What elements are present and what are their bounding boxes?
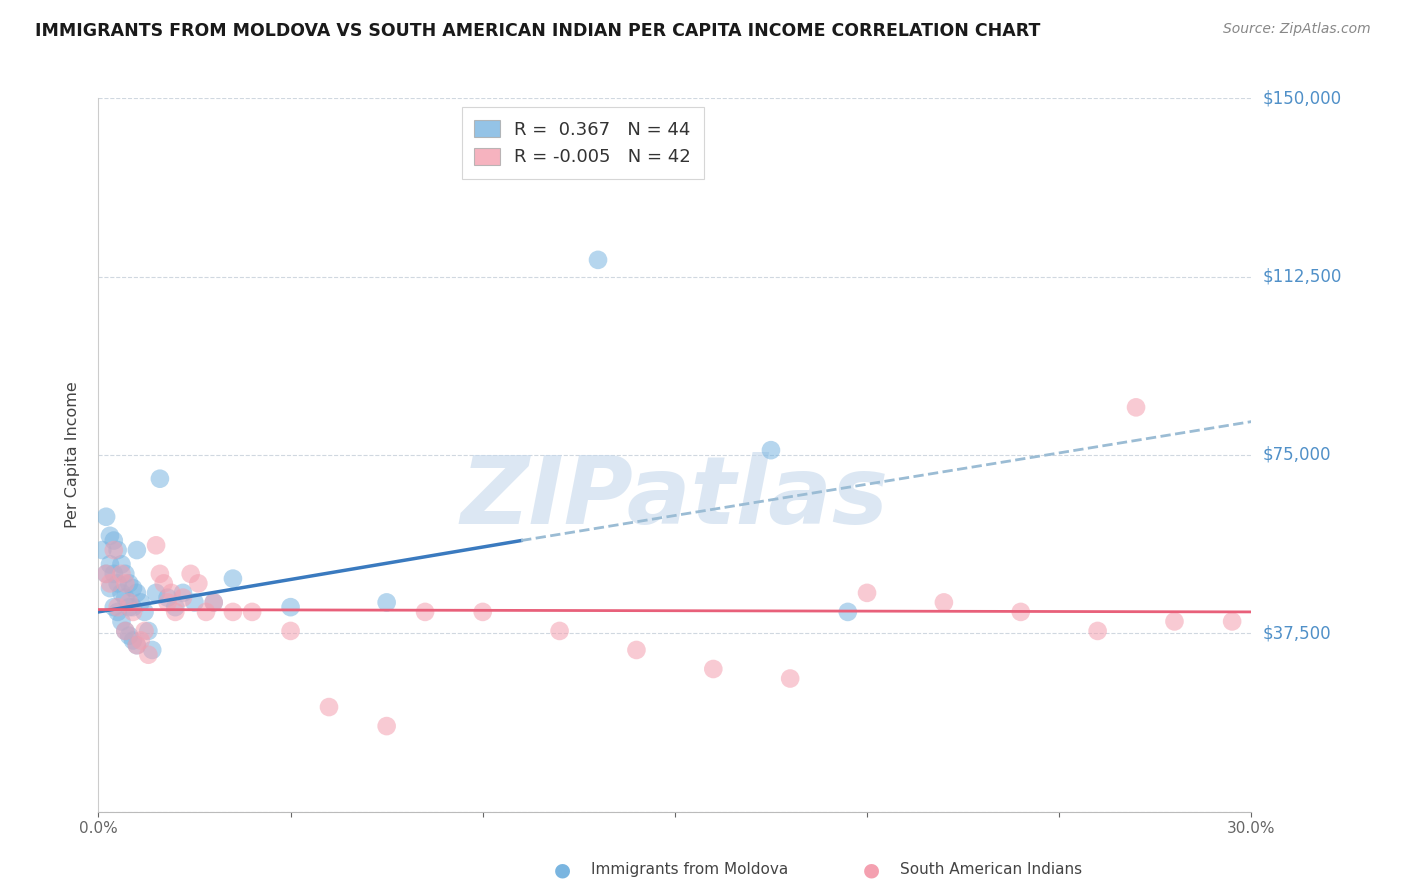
Point bbox=[129, 633, 152, 648]
Point bbox=[110, 586, 132, 600]
Point bbox=[1010, 605, 1032, 619]
Point bbox=[107, 605, 129, 619]
Point bbox=[1125, 401, 1147, 415]
Point bbox=[138, 648, 160, 662]
Point bbox=[114, 566, 136, 581]
Point bbox=[202, 595, 225, 609]
Point bbox=[107, 600, 129, 615]
Point bbox=[172, 591, 194, 605]
Point bbox=[114, 624, 136, 638]
Point bbox=[145, 538, 167, 552]
Point bbox=[1163, 615, 1185, 629]
Point bbox=[122, 581, 145, 595]
Point bbox=[118, 600, 141, 615]
Point bbox=[222, 572, 245, 586]
Point bbox=[125, 638, 148, 652]
Point bbox=[280, 600, 302, 615]
Point bbox=[156, 591, 179, 605]
Point bbox=[98, 581, 121, 595]
Point bbox=[152, 576, 174, 591]
Point bbox=[165, 605, 187, 619]
Point bbox=[702, 662, 724, 676]
Point bbox=[856, 586, 879, 600]
Point bbox=[180, 566, 202, 581]
Point bbox=[586, 252, 609, 267]
Point bbox=[114, 591, 136, 605]
Point bbox=[103, 543, 125, 558]
Point bbox=[779, 672, 801, 686]
Point bbox=[122, 633, 145, 648]
Point bbox=[318, 700, 340, 714]
Point bbox=[160, 586, 183, 600]
Point bbox=[110, 566, 132, 581]
Text: ●: ● bbox=[863, 860, 880, 880]
Point bbox=[195, 605, 218, 619]
Point bbox=[172, 586, 194, 600]
Point bbox=[94, 566, 117, 581]
Point bbox=[471, 605, 494, 619]
Point bbox=[110, 615, 132, 629]
Point bbox=[98, 576, 121, 591]
Text: $75,000: $75,000 bbox=[1263, 446, 1331, 464]
Text: $150,000: $150,000 bbox=[1263, 89, 1341, 107]
Point bbox=[145, 586, 167, 600]
Point bbox=[103, 533, 125, 548]
Point bbox=[548, 624, 571, 638]
Point bbox=[94, 566, 117, 581]
Text: Source: ZipAtlas.com: Source: ZipAtlas.com bbox=[1223, 22, 1371, 37]
Point bbox=[149, 566, 172, 581]
Point bbox=[114, 624, 136, 638]
Point bbox=[122, 605, 145, 619]
Point bbox=[125, 586, 148, 600]
Point bbox=[149, 472, 172, 486]
Point bbox=[103, 566, 125, 581]
Point bbox=[125, 638, 148, 652]
Point bbox=[98, 529, 121, 543]
Text: ●: ● bbox=[554, 860, 571, 880]
Point bbox=[156, 595, 179, 609]
Point bbox=[187, 576, 209, 591]
Point bbox=[202, 595, 225, 609]
Point bbox=[98, 558, 121, 572]
Point bbox=[103, 600, 125, 615]
Point bbox=[1220, 615, 1243, 629]
Text: $37,500: $37,500 bbox=[1263, 624, 1331, 642]
Point bbox=[118, 595, 141, 609]
Point bbox=[125, 543, 148, 558]
Point bbox=[222, 605, 245, 619]
Point bbox=[165, 600, 187, 615]
Point bbox=[134, 624, 156, 638]
Point bbox=[134, 605, 156, 619]
Point bbox=[129, 595, 152, 609]
Point bbox=[280, 624, 302, 638]
Point bbox=[626, 643, 648, 657]
Point bbox=[110, 558, 132, 572]
Point bbox=[1087, 624, 1109, 638]
Point bbox=[118, 576, 141, 591]
Point bbox=[375, 719, 398, 733]
Point bbox=[94, 509, 117, 524]
Text: South American Indians: South American Indians bbox=[900, 863, 1083, 877]
Point bbox=[932, 595, 955, 609]
Point bbox=[240, 605, 263, 619]
Y-axis label: Per Capita Income: Per Capita Income bbox=[65, 382, 80, 528]
Point bbox=[138, 624, 160, 638]
Text: ZIPatlas: ZIPatlas bbox=[461, 451, 889, 544]
Point bbox=[107, 576, 129, 591]
Point bbox=[183, 595, 205, 609]
Text: Immigrants from Moldova: Immigrants from Moldova bbox=[591, 863, 787, 877]
Text: IMMIGRANTS FROM MOLDOVA VS SOUTH AMERICAN INDIAN PER CAPITA INCOME CORRELATION C: IMMIGRANTS FROM MOLDOVA VS SOUTH AMERICA… bbox=[35, 22, 1040, 40]
Point bbox=[141, 643, 163, 657]
Legend: R =  0.367   N = 44, R = -0.005   N = 42: R = 0.367 N = 44, R = -0.005 N = 42 bbox=[461, 107, 703, 179]
Point bbox=[91, 543, 114, 558]
Point bbox=[759, 443, 782, 458]
Point bbox=[413, 605, 436, 619]
Text: $112,500: $112,500 bbox=[1263, 268, 1341, 285]
Point bbox=[122, 600, 145, 615]
Point bbox=[107, 543, 129, 558]
Point bbox=[837, 605, 859, 619]
Point bbox=[375, 595, 398, 609]
Point bbox=[114, 576, 136, 591]
Point bbox=[118, 629, 141, 643]
